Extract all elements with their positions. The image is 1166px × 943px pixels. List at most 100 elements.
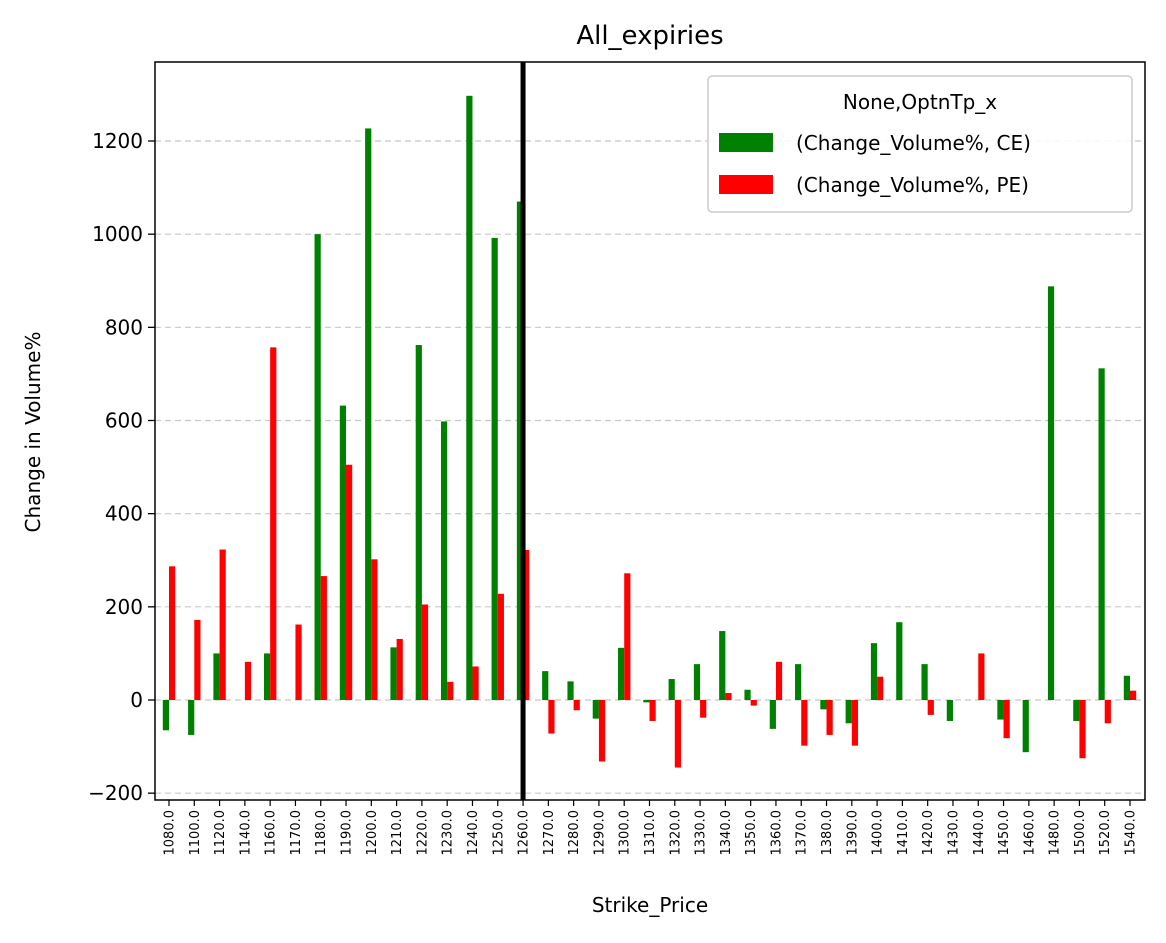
bar-ce-1180.0 [314, 234, 321, 700]
x-tick-label: 1230.0 [441, 810, 456, 856]
x-tick-label: 1330.0 [694, 810, 709, 856]
bar-ce-1370.0 [795, 664, 802, 700]
bar-ce-1160.0 [263, 653, 271, 700]
bar-pe-1080.0 [169, 566, 176, 700]
bar-pe-1240.0 [472, 666, 479, 700]
x-tick-label: 1270.0 [542, 810, 557, 856]
bar-ce-1380.0 [820, 700, 827, 710]
bar-pe-1300.0 [624, 573, 631, 700]
x-axis-ticks: 1080.0 1100.0 1120.0 1140.0 1160.0 1170.0 1180… [163, 800, 1139, 856]
bar-pe-1160.0 [270, 347, 277, 700]
bar-ce-1540.0 [1123, 675, 1130, 700]
bar-pe-1380.0 [826, 700, 833, 735]
bar-ce-1410.0 [896, 622, 903, 700]
x-tick-label: 1300.0 [618, 810, 633, 856]
bar-ce-1100.0 [188, 700, 195, 735]
bar-pe-1420.0 [927, 700, 934, 715]
bar-pe-1260.0 [523, 550, 530, 700]
bar-pe-1210.0 [396, 638, 403, 700]
y-axis-label: Change in Volume% [21, 332, 45, 533]
bar-pe-1400.0 [877, 676, 884, 700]
bar-pe-1390.0 [851, 700, 859, 746]
bar-pe-1120.0 [219, 549, 226, 700]
x-tick-label: 1480.0 [1048, 810, 1063, 856]
y-tick-label: 800 [105, 315, 143, 339]
x-tick-label: 1370.0 [795, 810, 810, 856]
legend-swatch-pe [719, 175, 773, 194]
bar-ce-1500.0 [1073, 700, 1080, 721]
bar-ce-1290.0 [592, 700, 599, 719]
bar-pe-1500.0 [1079, 700, 1086, 759]
x-tick-label: 1350.0 [744, 810, 759, 856]
legend-label-pe: (Change_Volume%, PE) [796, 173, 1029, 197]
x-tick-label: 1290.0 [592, 810, 607, 856]
x-tick-label: 1170.0 [289, 810, 304, 856]
x-tick-label: 1460.0 [1022, 810, 1037, 856]
bar-pe-1180.0 [320, 576, 327, 700]
bar-ce-1310.0 [643, 700, 650, 703]
bar-ce-1400.0 [870, 643, 878, 700]
bar-pe-1330.0 [700, 700, 707, 718]
bar-ce-1450.0 [997, 700, 1004, 720]
bar-ce-1280.0 [567, 681, 574, 700]
bar-ce-1220.0 [415, 345, 422, 700]
bar-ce-1340.0 [719, 631, 726, 700]
bar-pe-1200.0 [371, 559, 378, 700]
x-tick-label: 1360.0 [769, 810, 784, 856]
x-tick-label: 1280.0 [567, 810, 582, 856]
x-tick-label: 1410.0 [896, 810, 911, 856]
bar-ce-1200.0 [365, 128, 372, 701]
bar-pe-1100.0 [194, 619, 201, 700]
bar-ce-1240.0 [466, 95, 473, 701]
x-tick-label: 1500.0 [1073, 810, 1088, 856]
x-tick-label: 1200.0 [365, 810, 380, 856]
x-tick-label: 1400.0 [871, 810, 886, 856]
x-tick-label: 1310.0 [643, 810, 658, 856]
bar-pe-1230.0 [447, 681, 454, 700]
chart-title: All_expiries [576, 21, 723, 51]
bar-pe-1140.0 [244, 661, 252, 700]
bar-ce-1190.0 [339, 405, 347, 700]
x-tick-label: 1160.0 [264, 810, 279, 856]
bar-pe-1270.0 [548, 700, 555, 734]
bar-ce-1120.0 [213, 653, 220, 700]
bar-pe-1360.0 [775, 661, 783, 700]
y-tick-label: −200 [88, 781, 143, 805]
bar-ce-1270.0 [542, 671, 549, 700]
y-tick-label: 200 [105, 595, 143, 619]
bar-ce-1390.0 [845, 700, 852, 724]
bar-ce-1360.0 [769, 700, 776, 729]
y-axis-ticks: −200 0 200 400 600 800 1000 1200 [88, 129, 155, 805]
bar-pe-1520.0 [1104, 700, 1111, 724]
bar-ce-1260.0 [516, 201, 524, 700]
bar-pe-1540.0 [1130, 690, 1137, 700]
bar-ce-1230.0 [440, 421, 448, 700]
y-tick-label: 0 [130, 688, 143, 712]
x-tick-label: 1080.0 [163, 810, 178, 856]
bar-pe-1450.0 [1003, 700, 1010, 739]
x-tick-label: 1450.0 [997, 810, 1012, 856]
x-tick-label: 1100.0 [188, 810, 203, 856]
bar-ce-1210.0 [390, 647, 397, 700]
x-tick-label: 1140.0 [238, 810, 253, 856]
x-tick-label: 1540.0 [1124, 810, 1139, 856]
x-tick-label: 1430.0 [946, 810, 961, 856]
x-tick-label: 1340.0 [719, 810, 734, 856]
bars [162, 95, 1137, 768]
bar-pe-1280.0 [573, 700, 580, 711]
bar-pe-1170.0 [295, 624, 302, 700]
x-tick-label: 1190.0 [340, 810, 355, 856]
x-tick-label: 1260.0 [517, 810, 532, 856]
bar-pe-1190.0 [346, 464, 353, 700]
bar-ce-1330.0 [693, 664, 701, 700]
x-tick-label: 1120.0 [213, 810, 228, 856]
legend-box [707, 75, 1133, 213]
y-tick-label: 1000 [92, 222, 143, 246]
y-tick-label: 1200 [92, 129, 143, 153]
legend-swatch-ce [719, 133, 773, 152]
x-tick-label: 1420.0 [921, 810, 936, 856]
bar-ce-1250.0 [491, 237, 498, 701]
bar-ce-1480.0 [1047, 286, 1055, 700]
bar-ce-1420.0 [921, 664, 928, 700]
bar-pe-1290.0 [598, 700, 606, 762]
